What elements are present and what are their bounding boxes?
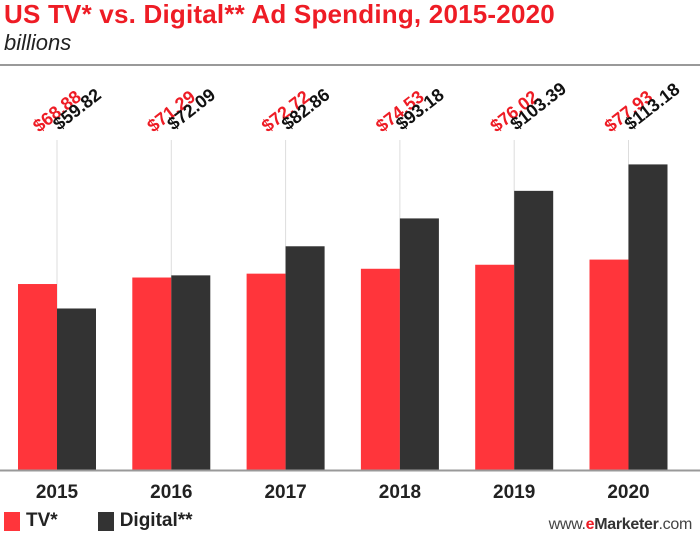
bar-tv-2018 [360, 268, 400, 470]
legend-label-digital: Digital** [119, 510, 193, 531]
chart-subtitle: billions [4, 30, 72, 55]
bar-tv-2015 [18, 284, 57, 470]
legend-label-tv: TV* [26, 510, 58, 531]
x-tick-label: 2015 [36, 482, 79, 503]
x-tick-label: 2016 [150, 482, 192, 503]
source-prefix: www. [548, 516, 586, 533]
bar-digital-2018 [399, 218, 439, 470]
chart-title: US TV* vs. Digital** Ad Spending, 2015-2… [4, 0, 555, 29]
legend-swatch-tv [4, 511, 20, 531]
source-brand: Marketer [594, 516, 659, 533]
bar-digital-2017 [285, 246, 325, 470]
bar-tv-2019 [475, 264, 515, 470]
legend-swatch-digital [97, 511, 114, 531]
bar-digital-2016 [171, 275, 211, 470]
legend-item-tv: TV* [4, 510, 58, 532]
title-divider [0, 64, 700, 66]
legend: TV* Digital** [4, 510, 233, 532]
bar-digital-2019 [514, 190, 554, 471]
x-tick-label: 2019 [493, 482, 535, 503]
bar-tv-2017 [246, 273, 286, 470]
x-tick-label: 2017 [264, 482, 306, 503]
bar-tv-2020 [589, 259, 629, 470]
source-suffix: .com [658, 516, 693, 533]
x-tick-label: 2020 [607, 482, 649, 503]
source-e: e [585, 516, 595, 533]
legend-item-digital: Digital** [97, 510, 193, 532]
bar-tv-2016 [132, 277, 172, 470]
source-credit: www.eMarketer.com [548, 516, 693, 534]
bar-digital-2020 [628, 164, 668, 470]
bar-digital-2015 [57, 308, 96, 470]
x-tick-label: 2018 [379, 482, 421, 503]
